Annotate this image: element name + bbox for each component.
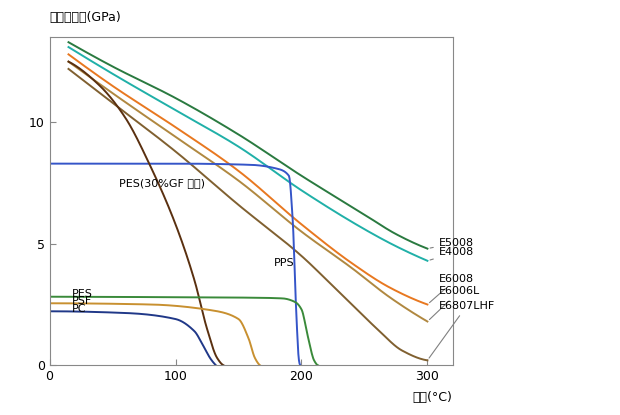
X-axis label: 温度(°C): 温度(°C) xyxy=(413,391,453,405)
Text: E4008: E4008 xyxy=(430,247,474,260)
Text: E5008: E5008 xyxy=(430,237,474,248)
Text: 曲げ弾性率(GPa): 曲げ弾性率(GPa) xyxy=(50,11,122,24)
Text: E6008: E6008 xyxy=(430,274,474,303)
Text: PES: PES xyxy=(73,288,93,298)
Text: E6807LHF: E6807LHF xyxy=(429,301,495,358)
Text: PC: PC xyxy=(73,304,87,314)
Text: PPS: PPS xyxy=(274,258,294,268)
Text: PSF: PSF xyxy=(73,296,92,306)
Text: E6006L: E6006L xyxy=(430,286,480,320)
Text: PES(30%GF 入り): PES(30%GF 入り) xyxy=(119,178,205,188)
